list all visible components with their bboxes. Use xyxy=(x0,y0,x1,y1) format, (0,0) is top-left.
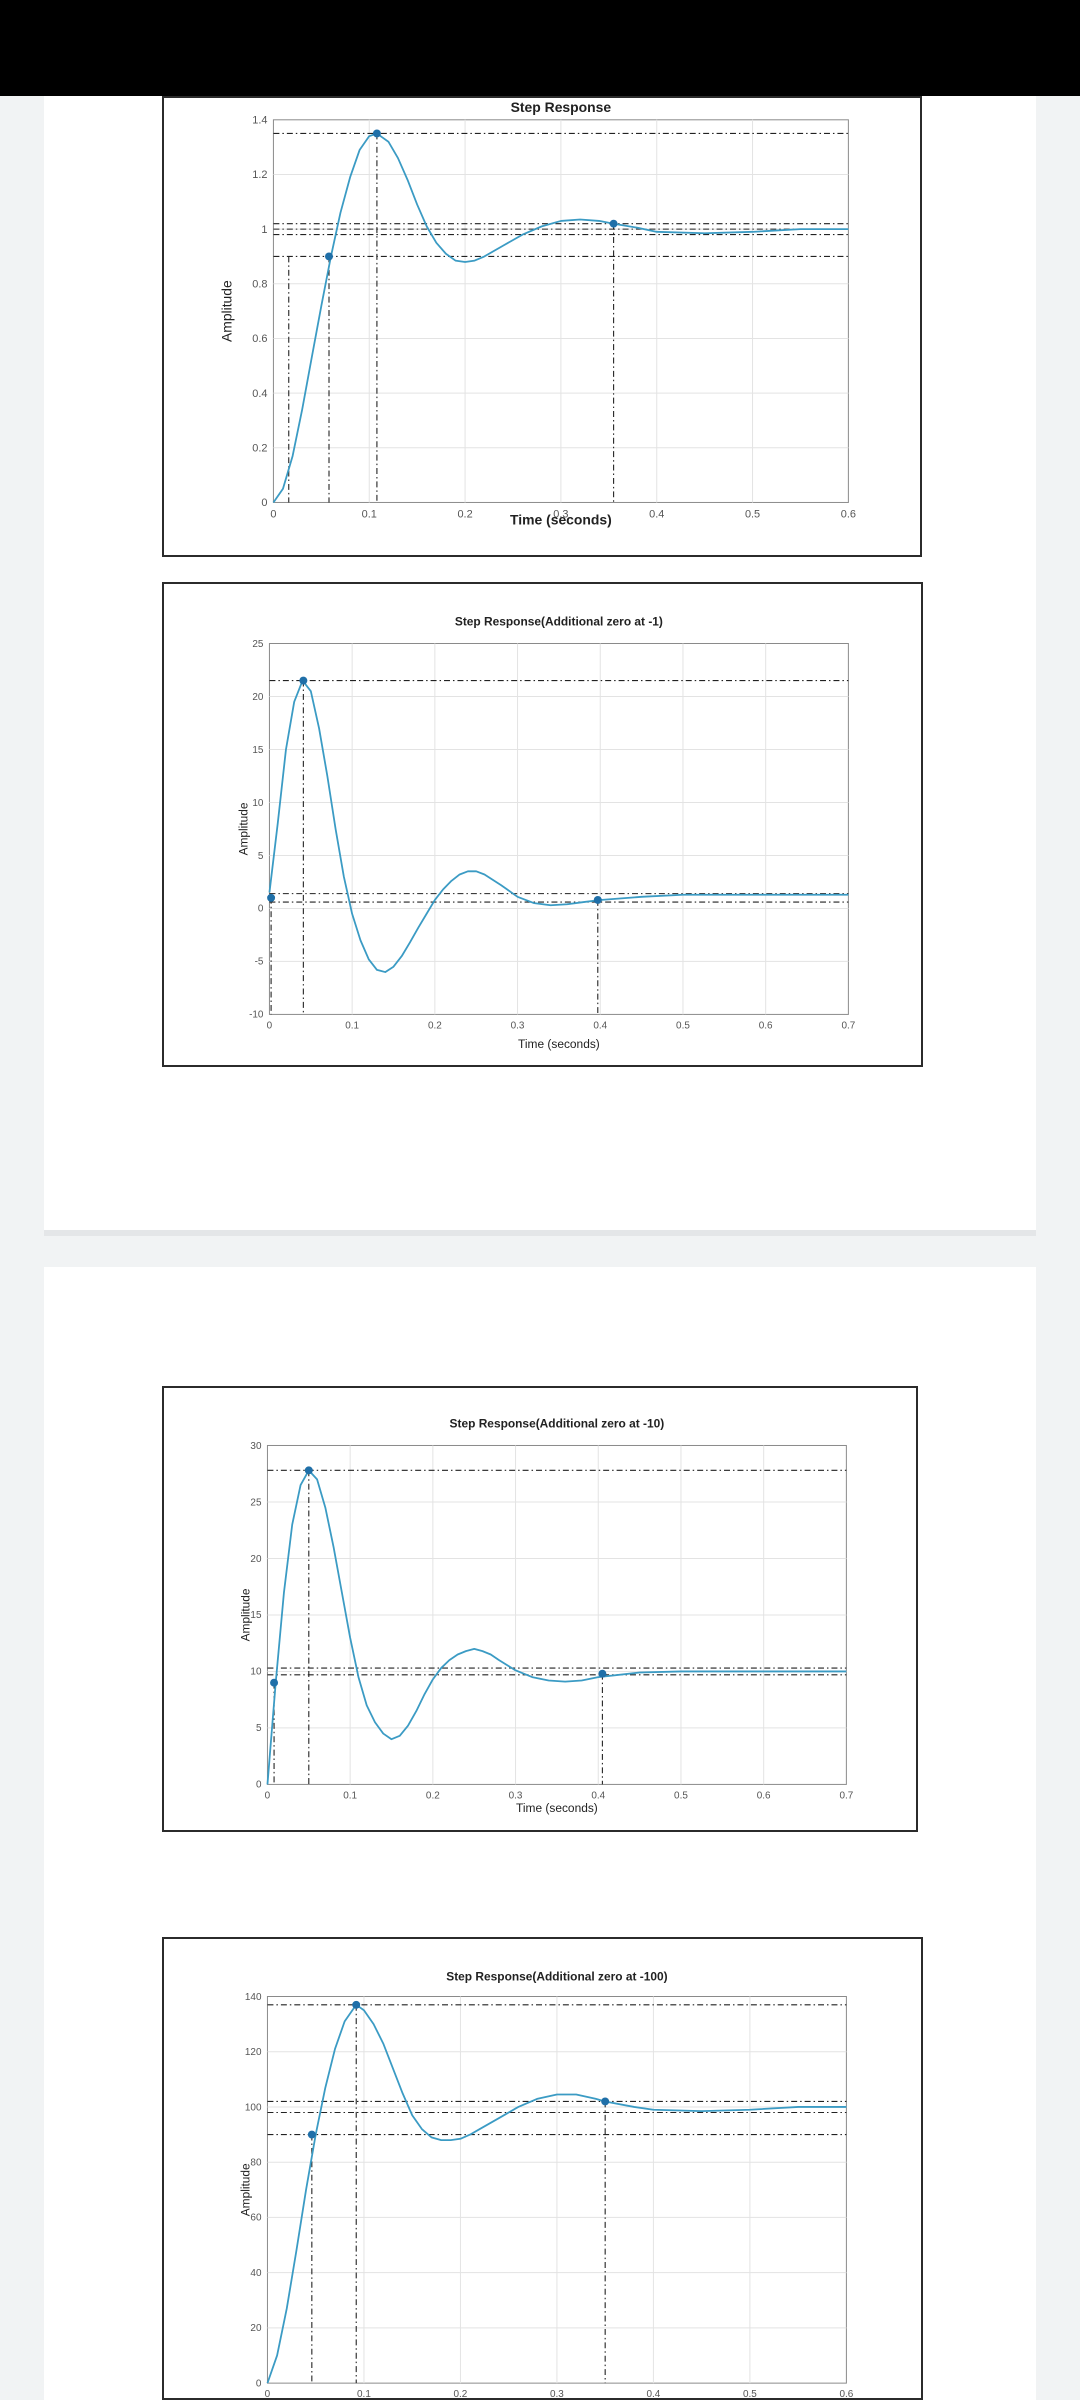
chart3-y-axis-label: Amplitude xyxy=(239,1588,253,1641)
chart1-y-tick-label: 0.6 xyxy=(252,333,267,345)
chart2-response-line xyxy=(268,679,849,973)
chart4-y-tick-label: 20 xyxy=(250,2323,262,2334)
chart3-y-tick-label: 10 xyxy=(250,1667,262,1678)
chart1-characteristic-point[interactable] xyxy=(325,252,333,261)
chart3-characteristic-point[interactable] xyxy=(270,1678,279,1687)
chart1-x-tick-label: 0.5 xyxy=(745,508,760,520)
chart2-y-axis-label: Amplitude xyxy=(237,802,251,855)
step-response-chart: 0 0.1 0.2 0.3 0.4 0.5 0.6 0 0.2 0.4 0.6 0.8 1 1.2 1.4 S… xyxy=(219,99,856,527)
chart3-characteristic-point[interactable] xyxy=(598,1669,607,1678)
step-response-zero-100-chart: 0 0.1 0.2 0.3 0.4 0.5 0.6 0 20 40 60 80 100 120 140 Ste… xyxy=(239,1970,854,2398)
chart2-y-tick-label: -10 xyxy=(249,1010,264,1021)
chart3-y-tick-label: 20 xyxy=(250,1554,262,1565)
chart1-x-tick-label: 0 xyxy=(270,508,276,520)
chart2-characteristic-point[interactable] xyxy=(267,893,276,902)
chart2-y-tick-label: 20 xyxy=(252,692,264,703)
chart3-x-tick-label: 0.1 xyxy=(343,1790,357,1801)
chart3-y-tick-label: 15 xyxy=(250,1610,262,1621)
chart3-characteristic-point[interactable] xyxy=(304,1466,313,1475)
chart1-y-tick-label: 0 xyxy=(261,497,267,509)
chart4-characteristic-point[interactable] xyxy=(352,2000,361,2009)
chart3-x-tick-label: 0.3 xyxy=(509,1790,523,1801)
chart1-x-tick-label: 0.2 xyxy=(457,508,472,520)
chart4-y-tick-label: 80 xyxy=(250,2158,262,2169)
chart2-title: Step Response(Additional zero at -1) xyxy=(455,615,663,629)
step-response-zero-100-figure: 0 0.1 0.2 0.3 0.4 0.5 0.6 0 20 40 60 80 100 120 140 Ste… xyxy=(162,1937,923,2400)
chart1-y-axis-label: Amplitude xyxy=(219,280,235,342)
chart2-characteristic-point[interactable] xyxy=(299,676,308,685)
chart3-x-axis-label: Time (seconds) xyxy=(516,1801,598,1815)
chart4-x-tick-label: 0.3 xyxy=(550,2389,564,2398)
chart1-title: Step Response xyxy=(511,99,612,115)
chart2-x-tick-label: 0.2 xyxy=(428,1020,442,1031)
step-response-zero-10-chart: 0 0.1 0.2 0.3 0.4 0.5 0.6 0.7 0 5 10 15 20 25 30 Step R… xyxy=(239,1417,854,1815)
chart2-x-axis-label: Time (seconds) xyxy=(518,1037,600,1051)
chart2-y-tick-label: 25 xyxy=(252,639,264,650)
chart2-x-tick-label: 0.1 xyxy=(345,1020,359,1031)
chart1-x-axis-label: Time (seconds) xyxy=(510,511,612,527)
chart4-y-axis-label: Amplitude xyxy=(239,2163,253,2216)
chart4-x-tick-label: 0.5 xyxy=(743,2389,757,2398)
step-response-figure: 0 0.1 0.2 0.3 0.4 0.5 0.6 0 0.2 0.4 0.6 0.8 1 1.2 1.4 S… xyxy=(162,96,922,557)
chart2-x-tick-label: 0.4 xyxy=(593,1020,607,1031)
chart2-y-tick-label: 15 xyxy=(252,745,264,756)
chart1-characteristic-point[interactable] xyxy=(372,129,381,138)
chart4-y-tick-label: 120 xyxy=(245,2047,262,2058)
chart1-y-tick-label: 0.4 xyxy=(252,388,267,400)
chart2-y-tick-label: 0 xyxy=(258,904,264,915)
chart2-x-tick-label: 0.6 xyxy=(759,1020,773,1031)
chart1-y-tick-label: 1.4 xyxy=(252,114,267,126)
chart1-y-tick-label: 1 xyxy=(261,224,267,236)
chart1-x-tick-label: 0.4 xyxy=(649,508,664,520)
chart2-plot-area xyxy=(268,643,849,1015)
chart4-characteristic-point[interactable] xyxy=(601,2097,610,2106)
chart4-x-tick-label: 0.6 xyxy=(839,2389,853,2398)
chart2-x-tick-label: 0 xyxy=(267,1020,273,1031)
chart1-y-tick-label: 0.8 xyxy=(252,278,267,290)
step-response-zero-1-figure: 0 0.1 0.2 0.3 0.4 0.5 0.6 0.7 -10 -5 0 5 10 15 20 25 Ste… xyxy=(162,582,923,1067)
chart2-x-tick-label: 0.3 xyxy=(511,1020,525,1031)
chart4-x-tick-label: 0.1 xyxy=(357,2389,371,2398)
chart4-y-tick-label: 100 xyxy=(245,2102,262,2113)
top-bar xyxy=(0,0,1080,96)
chart4-characteristic-point[interactable] xyxy=(307,2130,316,2139)
chart1-y-tick-label: 1.2 xyxy=(252,169,267,181)
chart4-y-tick-label: 40 xyxy=(250,2268,262,2279)
step-response-zero-1-chart: 0 0.1 0.2 0.3 0.4 0.5 0.6 0.7 -10 -5 0 5 10 15 20 25 Ste… xyxy=(237,615,856,1051)
chart2-characteristic-point[interactable] xyxy=(593,895,602,904)
chart4-x-tick-label: 0 xyxy=(265,2389,271,2398)
step-response-zero-10-figure: 0 0.1 0.2 0.3 0.4 0.5 0.6 0.7 0 5 10 15 20 25 30 Step R… xyxy=(162,1386,918,1832)
chart4-x-tick-label: 0.2 xyxy=(454,2389,468,2398)
chart4-y-tick-label: 0 xyxy=(256,2378,262,2389)
chart2-x-tick-label: 0.7 xyxy=(841,1020,855,1031)
chart1-characteristic-point[interactable] xyxy=(609,219,618,228)
chart3-y-tick-label: 30 xyxy=(250,1441,262,1452)
chart1-x-tick-label: 0.1 xyxy=(362,508,377,520)
chart1-response-line xyxy=(272,132,849,503)
chart2-y-tick-label: -5 xyxy=(255,957,264,968)
chart3-x-tick-label: 0.6 xyxy=(757,1790,771,1801)
chart3-x-tick-label: 0 xyxy=(265,1790,271,1801)
chart3-y-tick-label: 25 xyxy=(250,1497,262,1508)
chart3-title: Step Response(Additional zero at -10) xyxy=(450,1417,665,1431)
page-divider xyxy=(44,1230,1036,1236)
chart2-x-tick-label: 0.5 xyxy=(676,1020,690,1031)
chart4-y-tick-label: 140 xyxy=(245,1992,262,2003)
chart3-response-line xyxy=(266,1469,847,1785)
chart4-x-tick-label: 0.4 xyxy=(647,2389,661,2398)
chart4-y-tick-label: 60 xyxy=(250,2213,262,2224)
chart1-y-tick-label: 0.2 xyxy=(252,442,267,454)
chart3-x-tick-label: 0.5 xyxy=(674,1790,688,1801)
chart4-title: Step Response(Additional zero at -100) xyxy=(446,1970,667,1984)
chart1-x-tick-label: 0.6 xyxy=(841,508,856,520)
chart3-y-tick-label: 5 xyxy=(256,1723,262,1734)
chart1-x-tick-label: 0.3 xyxy=(553,508,568,520)
chart3-y-tick-label: 0 xyxy=(256,1780,262,1791)
chart3-x-tick-label: 0.4 xyxy=(591,1790,605,1801)
chart2-y-tick-label: 5 xyxy=(258,851,264,862)
chart2-y-tick-label: 10 xyxy=(252,798,264,809)
chart3-x-tick-label: 0.2 xyxy=(426,1790,440,1801)
chart3-x-tick-label: 0.7 xyxy=(839,1790,853,1801)
